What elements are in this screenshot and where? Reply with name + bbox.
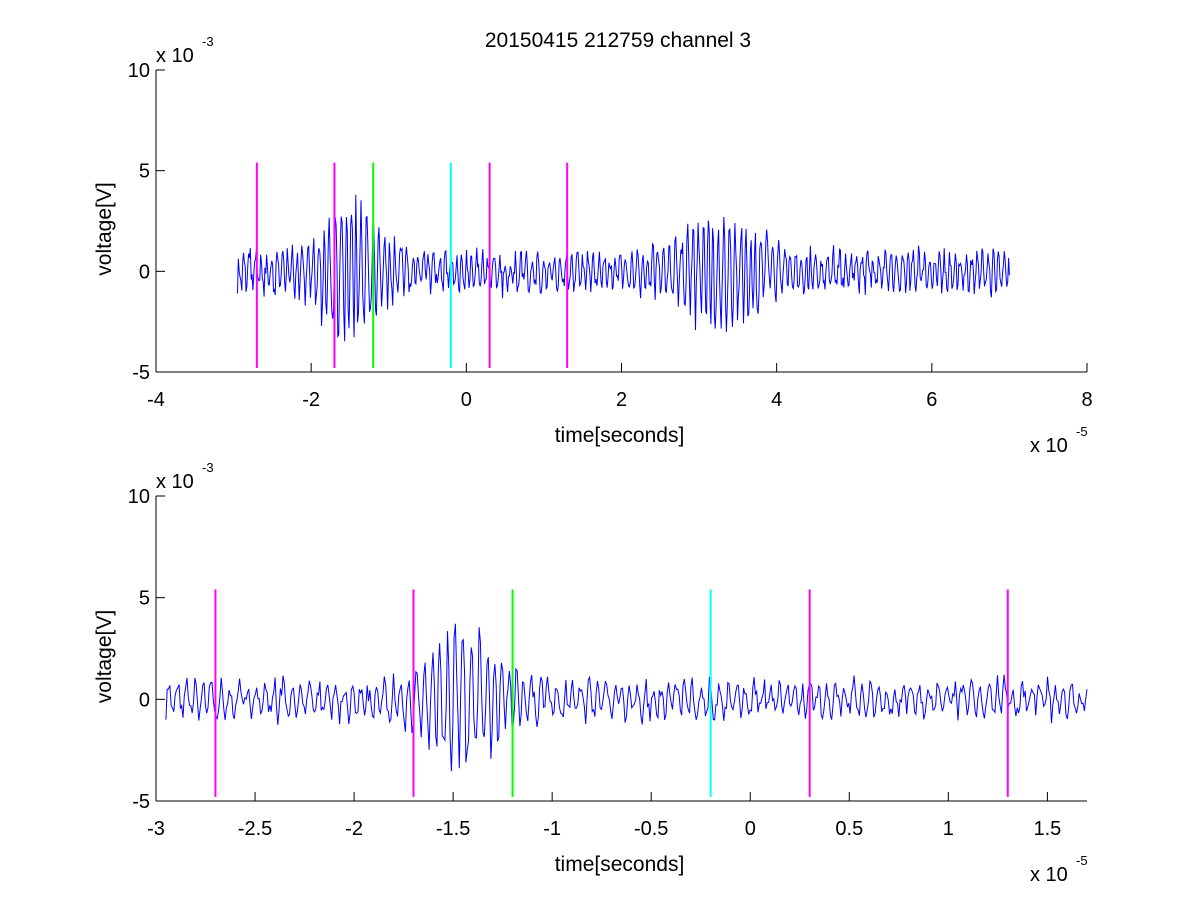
y-exponent: -3 [202, 34, 214, 49]
signal-trace [237, 194, 1010, 342]
x-tick-label: 8 [1081, 389, 1092, 411]
x-tick-label: 0 [461, 389, 472, 411]
x-tick-label: -3 [147, 818, 165, 840]
x-tick-label: 1 [943, 818, 954, 840]
y-tick-label: 10 [128, 60, 150, 82]
y-tick-label: 0 [139, 689, 150, 711]
y-exponent: -3 [202, 460, 214, 475]
y-tick-label: -5 [132, 791, 150, 813]
x-tick-label: -1 [543, 818, 561, 840]
x-axis-label: time[seconds] [555, 853, 685, 876]
y-tick-label: 5 [139, 161, 150, 183]
x-tick-label: -2 [302, 389, 320, 411]
y-exponent-label: x 10 [156, 45, 194, 67]
x-exponent-label: x 10 [1030, 864, 1068, 886]
y-tick-label: -5 [132, 362, 150, 384]
x-tick-label: 2 [616, 389, 627, 411]
x-exponent: -5 [1076, 424, 1088, 439]
x-exponent: -5 [1076, 853, 1088, 868]
y-tick-label: 0 [139, 261, 150, 283]
x-tick-label: 4 [771, 389, 782, 411]
signal-trace [165, 623, 1088, 772]
x-exponent-label: x 10 [1030, 435, 1068, 457]
y-exponent-label: x 10 [156, 471, 194, 493]
y-tick-label: 10 [128, 486, 150, 508]
y-tick-label: 5 [139, 588, 150, 610]
figure-title: 20150415 212759 channel 3 [485, 29, 751, 52]
x-tick-label: -0.5 [634, 818, 668, 840]
x-tick-label: 0.5 [835, 818, 863, 840]
y-axis-label: voltage[V] [93, 610, 116, 703]
x-axis-label: time[seconds] [555, 424, 685, 447]
x-tick-label: -2.5 [238, 818, 272, 840]
top-axes: -4 -2 0 2 4 6 8 -5 0 5 10 time[seconds] voltage[V] x … [93, 34, 1093, 457]
y-axis-label: voltage[V] [93, 182, 116, 275]
x-tick-label: 6 [926, 389, 937, 411]
x-tick-label: 1.5 [1033, 818, 1061, 840]
bottom-axes: -3 -2.5 -2 -1.5 -1 -0.5 0 0.5 1 1.5 -5 0 5 10 time[sec… [93, 460, 1088, 886]
x-tick-label: -4 [147, 389, 165, 411]
x-tick-label: -1.5 [436, 818, 470, 840]
x-tick-label: 0 [745, 818, 756, 840]
x-tick-label: -2 [345, 818, 363, 840]
